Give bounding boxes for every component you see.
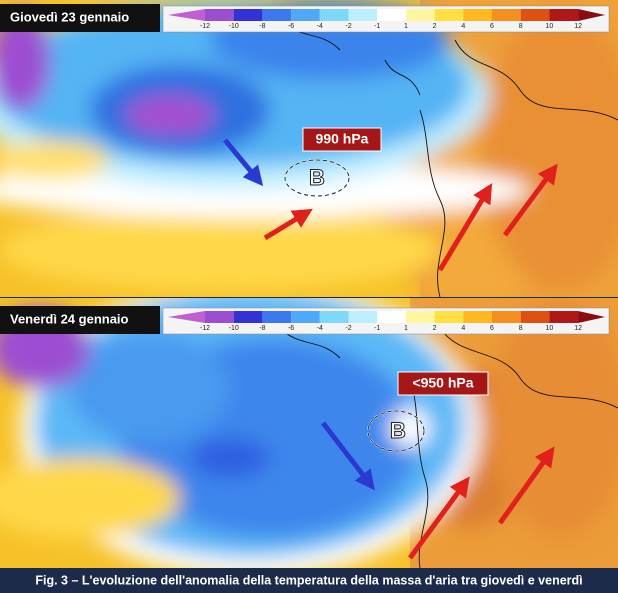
colorbar-tick-label: -12 (200, 23, 210, 30)
colorbar-tick-label: 4 (461, 325, 465, 332)
colorbar-swatch (405, 311, 435, 323)
colorbar-end (168, 311, 205, 323)
colorbar-tick-label: -8 (259, 23, 265, 30)
colorbar-swatch (377, 311, 406, 323)
pressure-label: 990 hPa (316, 131, 369, 147)
date-label: Venerdì 24 gennaio (10, 311, 129, 326)
caption: Fig. 3 – L'evoluzione dell'anomalia dell… (35, 573, 582, 587)
colorbar-tick-label: 1 (404, 23, 408, 30)
colorbar-swatch (319, 9, 349, 21)
colorbar-swatch (348, 9, 378, 21)
colorbar-tick-label: 4 (461, 23, 465, 30)
colorbar-tick-label: 2 (433, 325, 437, 332)
colorbar-swatch (262, 311, 292, 323)
colorbar-tick-label: 8 (519, 325, 523, 332)
colorbar-tick-label: -4 (317, 23, 323, 30)
date-label: Giovedì 23 gennaio (10, 9, 129, 24)
colorbar-tick-label: 8 (519, 23, 523, 30)
colorbar-swatch (348, 311, 378, 323)
colorbar-swatch (434, 9, 464, 21)
colorbar-swatch (291, 9, 320, 21)
colorbar-swatch (377, 9, 406, 21)
colorbar-end (578, 311, 606, 323)
pressure-label: <950 hPa (412, 375, 473, 391)
colorbar-swatch (463, 311, 492, 323)
colorbar-swatch (233, 9, 263, 21)
colorbar-tick-label: -2 (345, 325, 351, 332)
colorbar-tick-label: 12 (574, 325, 582, 332)
colorbar-end (578, 9, 606, 21)
colorbar-tick-label: -8 (259, 325, 265, 332)
colorbar-tick-label: 10 (546, 23, 554, 30)
colorbar-tick-label: 6 (490, 325, 494, 332)
colorbar-swatch (520, 311, 550, 323)
colorbar-tick-label: 2 (433, 23, 437, 30)
colorbar: -12 -10 -8 -6 -4 -2 -1 1 2 4 6 8 10 12 (162, 307, 610, 335)
colorbar-swatch (262, 9, 292, 21)
colorbar-tick-label: -4 (317, 325, 323, 332)
colorbar: -12 -10 -8 -6 -4 -2 -1 1 2 4 6 8 10 12 (162, 5, 610, 33)
colorbar-tick-label: -1 (374, 23, 380, 30)
caption-bar (0, 568, 618, 593)
colorbar-tick-label: -10 (229, 23, 239, 30)
colorbar-swatch (492, 311, 521, 323)
colorbar-swatch (549, 9, 579, 21)
colorbar-swatch (319, 311, 349, 323)
colorbar-swatch (233, 311, 263, 323)
colorbar-tick-label: -1 (374, 325, 380, 332)
colorbar-swatch (463, 9, 492, 21)
colorbar-swatch (520, 9, 550, 21)
colorbar-swatch (405, 9, 435, 21)
colorbar-tick-label: -12 (200, 325, 210, 332)
colorbar-end (168, 9, 205, 21)
colorbar-tick-label: 1 (404, 325, 408, 332)
colorbar-tick-label: 10 (546, 325, 554, 332)
colorbar-tick-label: -2 (345, 23, 351, 30)
colorbar-swatch (434, 311, 464, 323)
colorbar-swatch (291, 311, 320, 323)
map-field (0, 298, 618, 568)
low-pressure-marker: B (390, 418, 406, 443)
colorbar-swatch (205, 311, 234, 323)
colorbar-swatch (549, 311, 579, 323)
colorbar-tick-label: -6 (288, 23, 294, 30)
low-pressure-marker: B (309, 165, 325, 190)
colorbar-swatch (205, 9, 234, 21)
colorbar-tick-label: 12 (574, 23, 582, 30)
colorbar-tick-label: 6 (490, 23, 494, 30)
map-field (0, 0, 618, 297)
colorbar-tick-label: -6 (288, 325, 294, 332)
colorbar-swatch (492, 9, 521, 21)
colorbar-tick-label: -10 (229, 325, 239, 332)
